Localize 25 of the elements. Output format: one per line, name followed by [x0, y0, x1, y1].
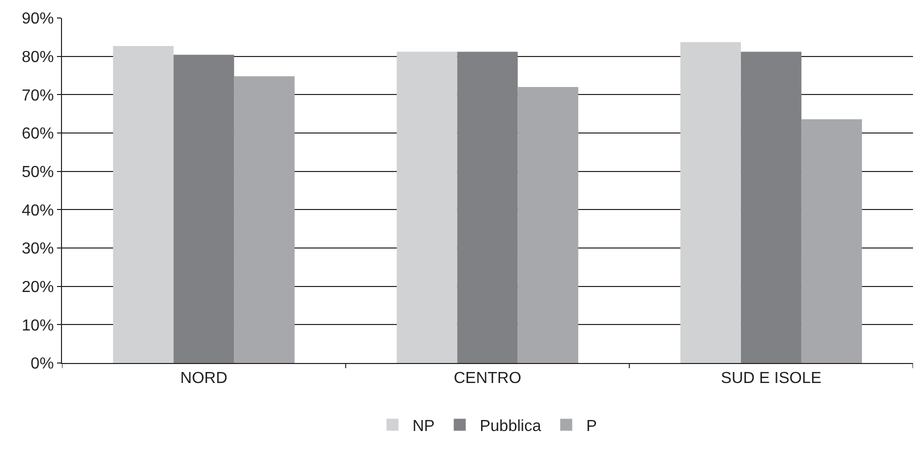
y-tick-label: 70% [22, 87, 54, 104]
bar [740, 52, 802, 363]
legend-label: Pubblica [480, 418, 542, 435]
y-tick-label: 10% [22, 317, 54, 334]
bar [396, 52, 458, 363]
bar [680, 42, 741, 363]
bar [174, 54, 234, 363]
y-tick-label: 0% [30, 356, 54, 373]
bar [518, 87, 578, 363]
y-tick-label: 20% [22, 278, 54, 296]
y-tick-label: 90% [22, 10, 54, 28]
bar [234, 76, 295, 363]
bar [457, 52, 518, 363]
x-tick-label: CENTRO [454, 370, 522, 388]
y-tick-label: 50% [22, 164, 54, 181]
y-tick-label: 80% [22, 48, 54, 66]
x-tick-label: SUD E ISOLE [720, 370, 822, 388]
legend-label: NP [412, 418, 435, 435]
legend-label: P [586, 418, 597, 435]
y-tick-label: 60% [22, 126, 54, 143]
bar [113, 46, 174, 363]
y-tick-label: 30% [22, 240, 54, 258]
bar [801, 119, 862, 363]
y-tick-label: 40% [22, 202, 54, 220]
x-tick-label: NORD [180, 370, 228, 388]
